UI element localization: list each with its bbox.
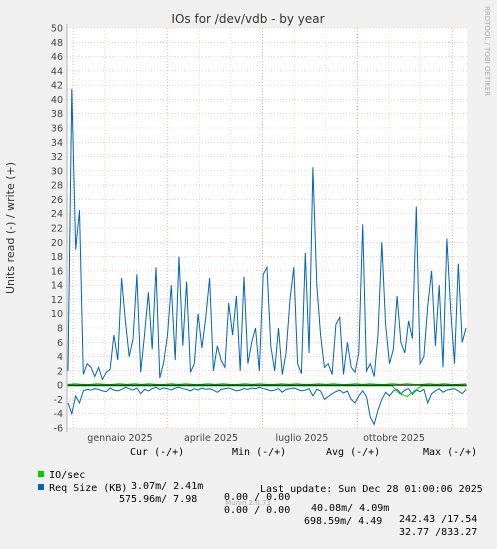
version-label: Munin 2.0.73 <box>225 499 271 507</box>
y-tick-label: -4 <box>54 409 63 420</box>
chart-svg: -6-4-20246810121416182022242628303234363… <box>4 6 491 507</box>
y-tick-label: 38 <box>51 109 63 120</box>
y-tick-label: 48 <box>51 38 63 49</box>
y-tick-label: 14 <box>51 281 63 292</box>
y-tick-label: 28 <box>51 181 63 192</box>
series-reqsize-write-line <box>67 88 467 381</box>
series-io-write-line <box>67 383 467 385</box>
legend-min-reqsize: 0.00 / 0.00 <box>224 505 291 516</box>
y-tick-label: 2 <box>57 366 63 377</box>
series-io-read-line <box>68 385 466 398</box>
x-tick-label: luglio 2025 <box>276 433 329 444</box>
series-reqsize-read-line <box>67 386 467 426</box>
series-group <box>67 88 467 426</box>
legend-avg-reqsize: 698.59m/ 4.49 <box>304 516 383 527</box>
legend-cur-io: 3.07m/ 2.41m <box>131 481 204 492</box>
y-tick-label: 34 <box>51 138 63 149</box>
y-tick-label: 50 <box>51 24 63 35</box>
y-tick-label: 40 <box>51 95 63 106</box>
legend-swatch-io <box>38 471 45 477</box>
y-tick-label: 24 <box>51 209 63 220</box>
y-tick-label: 26 <box>51 195 63 206</box>
legend-max-reqsize: 32.77 /833.27 <box>399 527 478 538</box>
legend-header-max: Max (-/+) <box>423 447 478 458</box>
grid <box>67 27 467 429</box>
y-tick-label: 32 <box>51 152 63 163</box>
y-axis-label: Units read (-) / write (+) <box>4 162 17 294</box>
legend-header-min: Min (-/+) <box>232 447 287 458</box>
y-tick-label: 46 <box>51 52 63 63</box>
y-tick-label: -6 <box>54 424 63 435</box>
y-tick-label: 36 <box>51 124 63 135</box>
legend-row-reqsize: Req Size (KB) 575.96m/ 7.98 0.00 / 0.00 … <box>14 472 477 549</box>
legend-cur-reqsize: 575.96m/ 7.98 <box>119 494 198 505</box>
x-tick-label: ottobre 2025 <box>363 433 425 444</box>
chart-title: IOs for /dev/vdb - by year <box>171 12 324 26</box>
munin-graph: -6 -4 -2 0 2 4 6 8 10 12 14 16 18 20 22 24 26 28 30 32 34 36 3… <box>4 6 491 538</box>
last-update: Last update: Sun Dec 28 01:00:06 2025 <box>260 484 483 495</box>
side-label: RRDTOOL / TOBI OETIKER <box>483 6 491 96</box>
legend-avg-io: 40.08m/ 4.09m <box>311 503 390 514</box>
y-tick-label: -2 <box>54 395 63 406</box>
y-tick-label: 22 <box>51 224 63 235</box>
legend-header-cur: Cur (-/+) <box>130 447 185 458</box>
legend-label-reqsize: Req Size (KB) <box>49 483 128 494</box>
legend-label-io: IO/sec <box>49 470 86 481</box>
y-tick-label: 4 <box>57 352 63 363</box>
legend-max-io: 242.43 /17.54 <box>399 514 478 525</box>
y-tick-label: 6 <box>57 338 63 349</box>
legend-swatch-reqsize <box>38 484 45 490</box>
y-tick-labels: -6-4-20246810121416182022242628303234363… <box>51 24 63 435</box>
y-tick-label: 30 <box>51 166 63 177</box>
y-tick-label: 0 <box>57 381 63 392</box>
legend-min-io: 0.00 / 0.00 <box>224 492 291 503</box>
y-tick-label: 18 <box>51 252 63 263</box>
x-tick-label: aprile 2025 <box>184 433 238 444</box>
y-tick-label: 42 <box>51 81 63 92</box>
x-tick-label: gennaio 2025 <box>87 433 152 444</box>
y-tick-label: 8 <box>57 324 63 335</box>
legend-header-avg: Avg (-/+) <box>326 447 381 458</box>
y-tick-label: 16 <box>51 266 63 277</box>
y-tick-label: 20 <box>51 238 63 249</box>
y-tick-label: 12 <box>51 295 63 306</box>
x-tick-labels: gennaio 2025 aprile 2025 luglio 2025 ottobr… <box>87 433 425 444</box>
y-tick-label: 10 <box>51 309 63 320</box>
y-tick-label: 44 <box>51 66 63 77</box>
